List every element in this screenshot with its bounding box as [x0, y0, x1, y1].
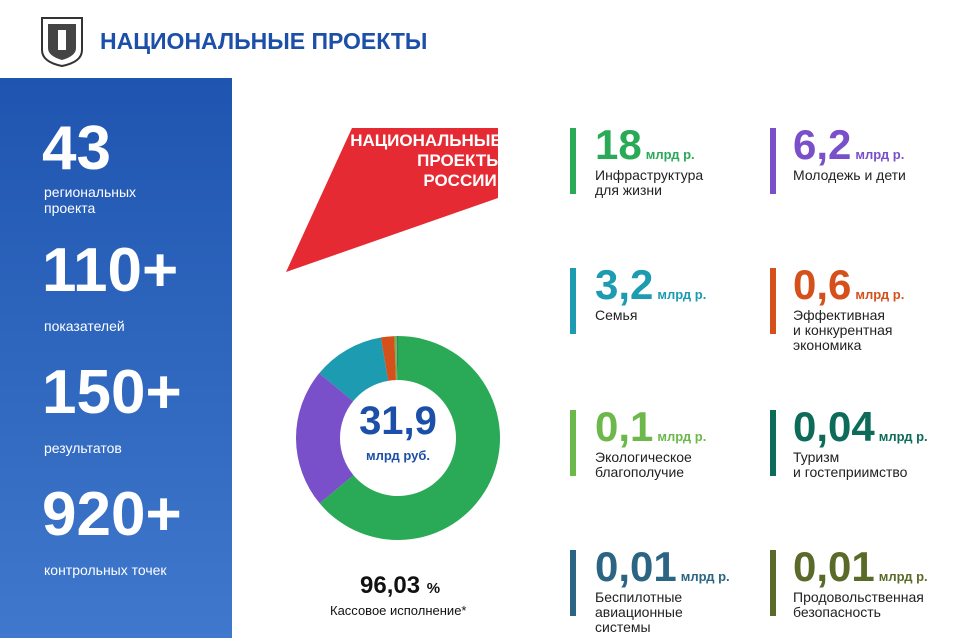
donut-segment [396, 336, 398, 381]
execution-unit: % [426, 580, 441, 597]
execution: 96,03 % [360, 572, 440, 600]
stat-value: 920+ [42, 480, 182, 549]
logo-text: ПРОЕКТЫ [417, 151, 503, 170]
total-unit: млрд руб. [366, 448, 430, 463]
item-unit: млрд р. [855, 147, 905, 162]
item-unit: млрд р. [680, 569, 730, 584]
execution-label: Кассовое исполнение* [330, 603, 467, 618]
stat-value: 110+ [42, 236, 179, 305]
total-value: 31,9 [359, 399, 437, 443]
item-number: 0,01 [793, 543, 875, 590]
item-label: Экологическое благополучие [595, 449, 692, 480]
stat-value: 150+ [42, 358, 182, 427]
item-value: 0,04 млрд р. [793, 406, 928, 448]
item-label: Беспилотные авиационные системы [595, 589, 683, 635]
donut-segment [394, 336, 398, 381]
item-number: 0,1 [595, 403, 654, 450]
donut: 31,9 млрд руб. [296, 336, 500, 540]
item-label: Продовольственная безопасность [793, 589, 924, 620]
execution-value: 96,03 [360, 572, 421, 599]
stat-label: региональных проекта [44, 184, 137, 216]
item-value: 0,6 млрд р. [793, 264, 904, 306]
item-unit: млрд р. [878, 429, 928, 444]
donut-segment [319, 337, 389, 402]
item-number: 0,6 [793, 261, 852, 308]
item-label: Семья [595, 307, 638, 323]
item-unit: млрд р. [878, 569, 928, 584]
donut-segment [380, 336, 396, 381]
item-bar [570, 128, 576, 194]
item-value: 18 млрд р. [595, 124, 695, 166]
item-label: Туризм и гостеприимство [793, 449, 908, 480]
item-number: 3,2 [595, 261, 654, 308]
logo-text: НАЦИОНАЛЬНЫЕ [350, 131, 502, 150]
item-value: 3,2 млрд р. [595, 264, 706, 306]
logo: НАЦИОНАЛЬНЫЕ ПРОЕКТЫ РОССИИ [286, 128, 503, 272]
donut-segment [296, 373, 354, 504]
donut-segment [319, 336, 500, 540]
stat-label: показателей [44, 318, 125, 334]
item-unit: млрд р. [657, 429, 707, 444]
item-bar [770, 268, 776, 334]
item-bar [770, 410, 776, 476]
item-unit: млрд р. [645, 147, 695, 162]
item-unit: млрд р. [855, 287, 905, 302]
item-value: 6,2 млрд р. [793, 124, 904, 166]
stat-value: 43 [42, 114, 111, 183]
item-bar [570, 268, 576, 334]
item-label: Эффективная и конкурентная экономика [793, 307, 893, 353]
item-bar [570, 410, 576, 476]
item-bar [770, 128, 776, 194]
title: НАЦИОНАЛЬНЫЕ ПРОЕКТЫ [100, 28, 428, 54]
item-label: Инфраструктура для жизни [595, 167, 704, 198]
item-label: Молодежь и дети [793, 167, 906, 183]
item-bar [570, 550, 576, 616]
item-number: 6,2 [793, 121, 852, 168]
item-value: 0,01 млрд р. [595, 546, 730, 588]
stat-label: результатов [44, 440, 122, 456]
item-bar [770, 550, 776, 616]
item-value: 0,01 млрд р. [793, 546, 928, 588]
item-value: 0,1 млрд р. [595, 406, 706, 448]
stat-label: контрольных точек [44, 562, 167, 578]
logo-text: РОССИИ [423, 171, 496, 190]
stats-panel [0, 78, 232, 638]
item-number: 18 [595, 121, 642, 168]
emblem [41, 17, 83, 68]
item-number: 0,04 [793, 403, 875, 450]
item-unit: млрд р. [657, 287, 707, 302]
item-number: 0,01 [595, 543, 677, 590]
